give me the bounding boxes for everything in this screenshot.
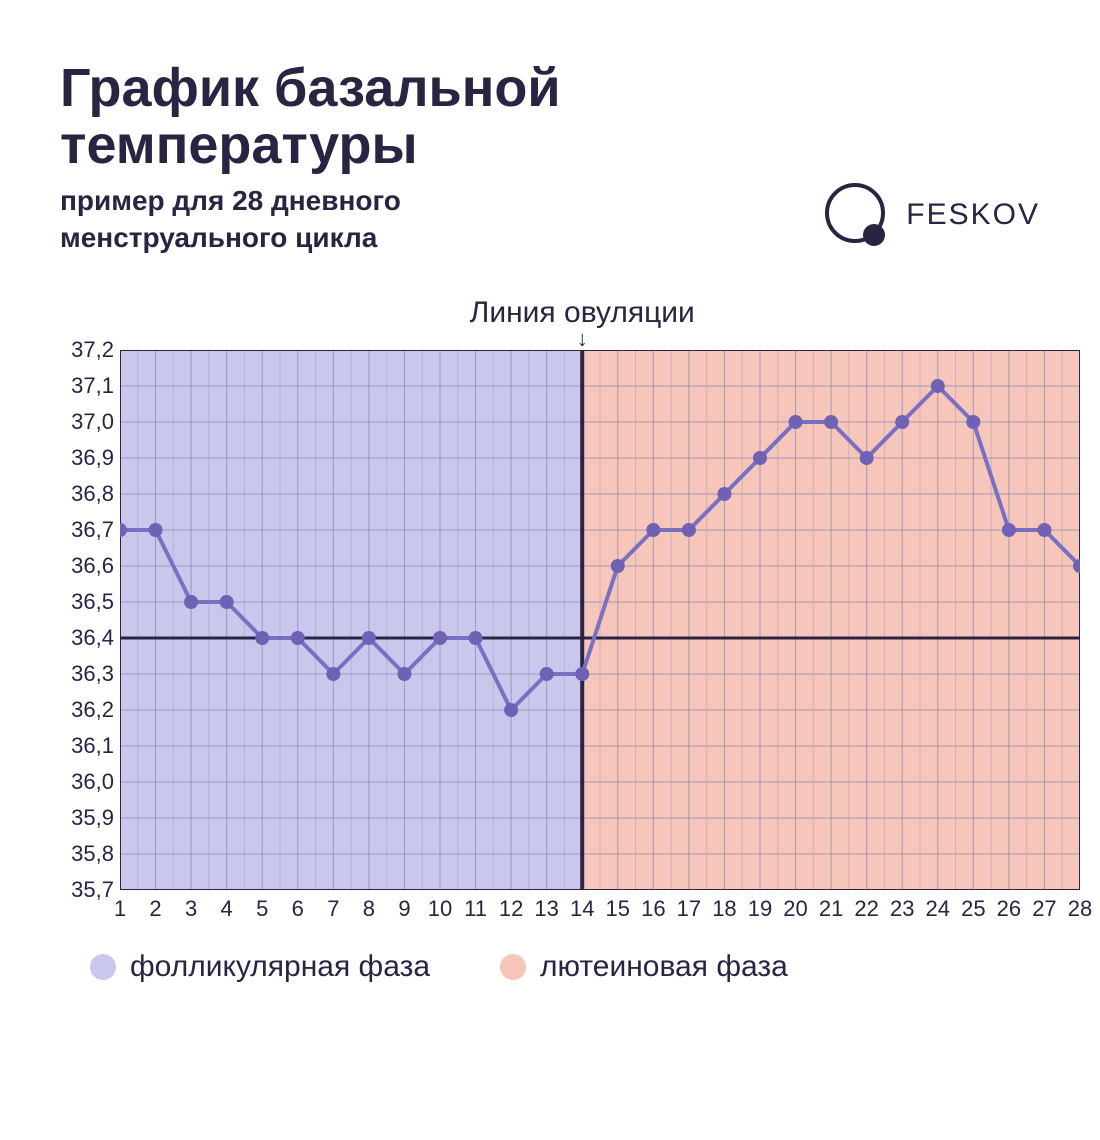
y-tick-label: 35,7 <box>71 877 120 903</box>
y-tick-label: 36,0 <box>71 769 120 795</box>
x-tick-label: 27 <box>1032 890 1056 922</box>
brand-logo: FESKOV <box>822 180 1040 250</box>
y-tick-label: 36,6 <box>71 553 120 579</box>
x-tick-label: 2 <box>149 890 161 922</box>
x-tick-label: 18 <box>712 890 736 922</box>
logo-icon <box>822 180 892 250</box>
y-tick-label: 36,3 <box>71 661 120 687</box>
x-tick-label: 28 <box>1068 890 1092 922</box>
x-tick-label: 22 <box>854 890 878 922</box>
subtitle: пример для 28 дневного менструального ци… <box>60 183 782 256</box>
swatch-luteal <box>500 954 526 980</box>
y-tick-label: 35,8 <box>71 841 120 867</box>
y-tick-label: 36,9 <box>71 445 120 471</box>
x-tick-label: 12 <box>499 890 523 922</box>
swatch-follicular <box>90 954 116 980</box>
x-tick-label: 26 <box>997 890 1021 922</box>
x-tick-label: 13 <box>534 890 558 922</box>
brand-name: FESKOV <box>906 198 1040 232</box>
chart-area: 35,735,835,936,036,136,236,336,436,536,6… <box>120 350 1080 890</box>
legend-follicular: фолликулярная фаза <box>90 950 430 984</box>
x-tick-label: 16 <box>641 890 665 922</box>
x-tick-label: 6 <box>292 890 304 922</box>
x-tick-label: 1 <box>114 890 126 922</box>
y-tick-label: 37,2 <box>71 337 120 363</box>
x-tick-label: 17 <box>677 890 701 922</box>
x-tick-label: 9 <box>398 890 410 922</box>
down-arrow-icon: ↓ <box>92 330 1072 348</box>
x-tick-label: 8 <box>363 890 375 922</box>
y-tick-label: 37,1 <box>71 373 120 399</box>
x-tick-label: 3 <box>185 890 197 922</box>
x-tick-label: 4 <box>221 890 233 922</box>
x-tick-label: 10 <box>428 890 452 922</box>
y-tick-label: 36,2 <box>71 697 120 723</box>
y-tick-label: 36,1 <box>71 733 120 759</box>
legend-luteal: лютеиновая фаза <box>500 950 788 984</box>
x-tick-label: 14 <box>570 890 594 922</box>
legend: фолликулярная фаза лютеиновая фаза <box>90 950 1040 984</box>
y-tick-label: 36,4 <box>71 625 120 651</box>
x-tick-label: 24 <box>926 890 950 922</box>
x-tick-label: 20 <box>783 890 807 922</box>
y-tick-label: 36,5 <box>71 589 120 615</box>
x-tick-label: 21 <box>819 890 843 922</box>
x-tick-label: 5 <box>256 890 268 922</box>
x-tick-label: 23 <box>890 890 914 922</box>
y-tick-label: 37,0 <box>71 409 120 435</box>
y-tick-label: 35,9 <box>71 805 120 831</box>
x-tick-label: 15 <box>606 890 630 922</box>
x-tick-label: 7 <box>327 890 339 922</box>
y-tick-label: 36,7 <box>71 517 120 543</box>
bbt-chart <box>120 350 1080 890</box>
x-tick-label: 11 <box>464 890 487 922</box>
ovulation-label: Линия овуляции <box>92 296 1072 330</box>
x-tick-label: 19 <box>748 890 772 922</box>
header: График базальной температуры пример для … <box>60 60 1040 256</box>
page-title: График базальной температуры <box>60 60 782 173</box>
x-tick-label: 25 <box>961 890 985 922</box>
y-tick-label: 36,8 <box>71 481 120 507</box>
